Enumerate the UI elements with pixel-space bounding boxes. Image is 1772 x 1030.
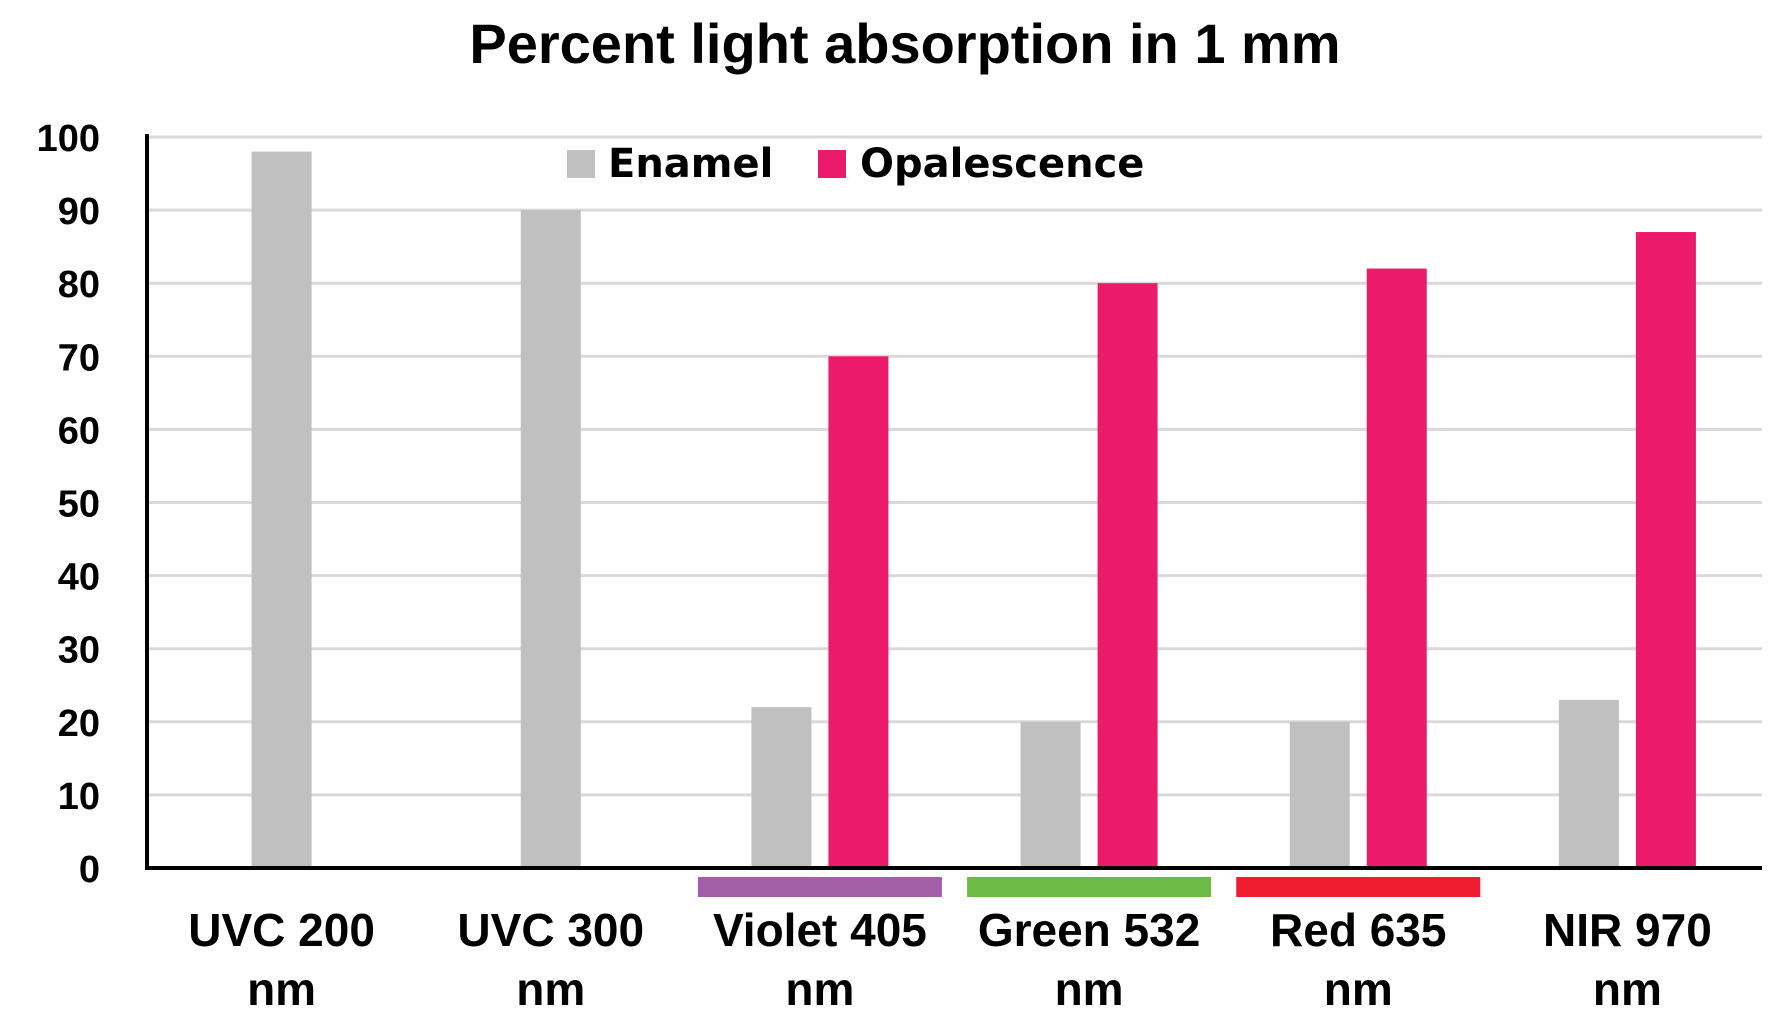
bar-enamel-2 [751,707,812,868]
gridlines [147,135,1762,797]
bar-enamel-1 [520,210,581,869]
bar-enamel-5 [1558,699,1619,868]
x-category-unit: nm [785,963,854,1015]
y-tick-label: 60 [58,410,100,452]
x-category-label: Green 532 [978,904,1200,956]
bar-enamel-3 [1020,721,1081,868]
y-tick-label: 80 [58,264,100,306]
axes [145,134,1762,870]
y-tick-label: 70 [58,337,100,379]
x-category-unit: nm [516,963,585,1015]
y-tick-label: 40 [58,557,100,599]
legend-label-opalescence: Opalescence [860,141,1144,187]
wavelength-band-2 [697,877,942,897]
y-tick-label: 20 [58,703,100,745]
y-tick-label: 30 [58,630,100,672]
x-category-label: UVC 200 [188,904,375,956]
legend: Enamel Opalescence [567,141,1144,187]
wavelength-band-3 [967,877,1212,897]
x-category-label: NIR 970 [1543,904,1712,956]
bar-opalescence-2 [828,356,889,868]
y-axis-ticks: 0 10 20 30 40 50 60 70 80 90 100 [37,118,100,891]
bars [251,151,1696,869]
x-category-label: UVC 300 [457,904,644,956]
y-tick-label: 90 [58,191,100,233]
y-tick-label: 10 [58,776,100,818]
x-category-unit: nm [1324,963,1393,1015]
x-axis-labels: UVC 200 nm UVC 300 nm Violet 405 nm Green 532 n… [188,904,1712,1015]
x-category-label: Violet 405 [713,904,927,956]
x-category-unit: nm [1593,963,1662,1015]
bar-opalescence-3 [1097,283,1158,868]
x-category-unit: nm [1055,963,1124,1015]
legend-swatch-enamel [567,150,595,178]
bar-enamel-0 [251,151,312,868]
bar-enamel-4 [1289,721,1350,868]
y-tick-label: 50 [58,484,100,526]
x-category-unit: nm [247,963,316,1015]
bar-opalescence-5 [1635,232,1696,868]
legend-swatch-opalescence [818,150,846,178]
x-category-label: Red 635 [1270,904,1446,956]
bar-opalescence-4 [1366,268,1427,869]
wavelength-color-bands [697,877,1481,897]
wavelength-band-4 [1236,877,1481,897]
legend-label-enamel: Enamel [608,141,773,187]
chart-title: Percent light absorption in 1 mm [469,12,1340,75]
y-tick-label: 100 [37,118,100,160]
y-tick-label: 0 [79,849,100,891]
